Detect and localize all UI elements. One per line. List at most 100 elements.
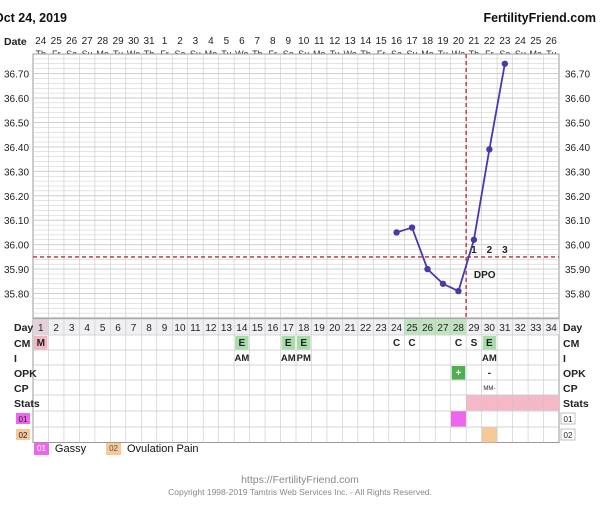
temperature-point	[393, 229, 400, 236]
cycle-day-label: 30	[484, 323, 496, 334]
cycle-day-label: 12	[205, 323, 217, 334]
temperature-point	[439, 280, 447, 287]
y-tick-label-right: 36.60	[565, 94, 590, 105]
y-tick-label-right: 36.30	[565, 167, 590, 178]
date-tick-label: 12	[329, 36, 341, 47]
temperature-point	[501, 60, 509, 67]
date-tick-label: 10	[298, 36, 310, 47]
cycle-day-label: 6	[115, 323, 121, 334]
cycle-day-label: 33	[530, 323, 542, 334]
y-tick-label-right: 36.10	[565, 216, 590, 227]
cycle-day-label: 15	[252, 323, 264, 334]
cm-mark: M	[37, 338, 45, 349]
temperature-point	[455, 287, 462, 295]
y-tick-label-right: 36.50	[565, 118, 590, 129]
date-tick-label: 2	[177, 36, 183, 47]
y-tick-label-right: 36.20	[565, 192, 590, 203]
row-label-custom1-right: 01	[564, 415, 573, 424]
date-tick-label: 9	[285, 36, 291, 47]
legend-swatch-gassy: 01	[34, 443, 49, 455]
custom-label-swatch	[16, 429, 30, 440]
y-tick-label-left: 36.70	[4, 70, 29, 81]
cycle-day-label: 7	[131, 323, 137, 334]
date-tick-label: 19	[437, 36, 449, 47]
cm-mark-bg	[482, 336, 497, 350]
date-tick-label: 4	[208, 36, 214, 47]
cycle-day-label: 27	[437, 323, 449, 334]
cycle-day-label: 21	[345, 323, 357, 334]
row-label-cm: CM	[14, 338, 31, 350]
legend-label-ovulation-pain: Ovulation Pain	[127, 443, 199, 455]
dpo-number: 2	[487, 245, 493, 256]
y-tick-label-left: 35.80	[4, 290, 29, 301]
custom-label-swatch	[16, 413, 30, 424]
cm-mark: E	[300, 338, 307, 349]
cycle-day-label: 3	[69, 323, 75, 334]
legend: 01 Gassy 02 Ovulation Pain	[34, 443, 199, 455]
row-label-date: Date	[4, 36, 27, 48]
date-tick-label: 24	[515, 36, 527, 47]
cm-mark: C	[408, 338, 415, 349]
cycle-day-label: 2	[53, 323, 59, 334]
row-label-stats: Stats	[14, 398, 40, 410]
custom1-gassy-cell	[450, 411, 467, 427]
temperature-point	[486, 146, 493, 153]
y-tick-label-left: 36.40	[4, 143, 29, 154]
date-tick-label: 16	[391, 36, 403, 47]
cm-mark: E	[285, 338, 292, 349]
row-label-cm-right: CM	[563, 338, 580, 350]
date-tick-label: 13	[345, 36, 357, 47]
row-label-i: I	[14, 353, 17, 365]
date-tick-label: 1	[162, 36, 168, 47]
cycle-day-label: 4	[84, 323, 90, 334]
row-label-custom2-right: 02	[564, 431, 573, 440]
cm-mark-bg	[281, 336, 295, 350]
cm-mark-bg	[235, 336, 249, 350]
y-tick-label-right: 35.90	[565, 265, 590, 276]
temperature-point	[424, 265, 431, 273]
row-label-cp-right: CP	[563, 383, 578, 395]
cm-mark: E	[239, 338, 246, 349]
custom-label-swatch-right	[560, 428, 576, 441]
custom-label-swatch-right	[560, 412, 576, 425]
row-label-custom1: 01	[19, 415, 28, 424]
cycle-day-label: 5	[100, 323, 106, 334]
date-tick-label: 21	[468, 36, 480, 47]
date-tick-label: 18	[422, 36, 434, 47]
date-tick-label: 11	[314, 36, 325, 47]
footer-url[interactable]: https://FertilityFriend.com	[241, 474, 359, 486]
site-name[interactable]: FertilityFriend.com	[483, 11, 596, 25]
cycle-day-label: 26	[422, 323, 434, 334]
legend-swatch-ovulation-pain: 02	[106, 443, 121, 455]
date-tick-label: 14	[360, 36, 372, 47]
y-tick-label-left: 36.30	[4, 167, 29, 178]
date-tick-label: 3	[193, 36, 199, 47]
y-tick-label-right: 36.00	[565, 241, 590, 252]
cp-mark: MM-	[483, 386, 495, 392]
cm-mark: C	[393, 338, 400, 349]
opk-mark: +	[456, 368, 462, 379]
cm-mark: E	[486, 338, 493, 349]
cycle-day-label: 34	[546, 323, 558, 334]
y-tick-label-right: 35.80	[565, 290, 590, 301]
date-tick-label: 26	[66, 36, 78, 47]
cycle-day-label: 25	[406, 323, 418, 334]
cycle-day-label: 16	[267, 323, 279, 334]
cm-mark: C	[455, 338, 462, 349]
date-tick-label: 15	[376, 36, 388, 47]
temperature-point	[470, 236, 478, 243]
y-tick-label-left: 35.90	[4, 265, 29, 276]
date-tick-label: 29	[113, 36, 125, 47]
date-tick-label: 28	[97, 36, 109, 47]
date-tick-label: 30	[128, 36, 140, 47]
row-label-stats-right: Stats	[563, 398, 589, 410]
y-tick-label-left: 36.50	[4, 118, 29, 129]
row-label-day: Day	[14, 322, 33, 334]
date-tick-label: 7	[255, 36, 261, 47]
cycle-day-label: 32	[515, 323, 527, 334]
y-tick-label-right: 36.40	[565, 143, 590, 154]
intercourse-mark: PM	[297, 353, 311, 364]
y-tick-label-left: 36.20	[4, 192, 29, 203]
intercourse-mark: AM	[281, 353, 296, 364]
